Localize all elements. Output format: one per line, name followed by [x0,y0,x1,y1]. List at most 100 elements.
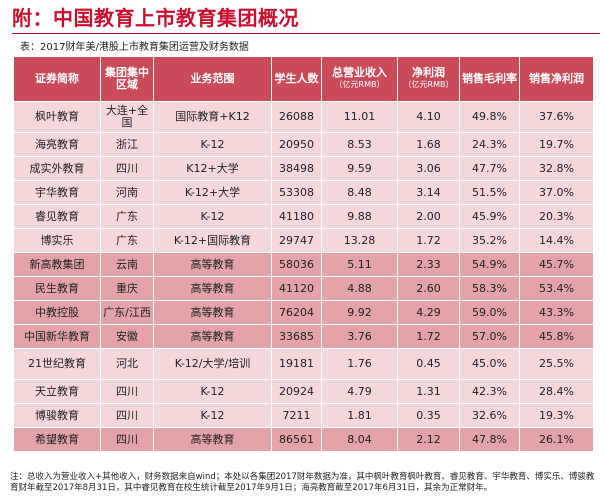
cell-profit: 2.60 [397,276,460,301]
header-name: 证券简称 [13,56,101,102]
cell-revenue: 5.11 [321,252,398,277]
cell-scope: K-12/大学/培训 [153,348,272,380]
cell-students: 58036 [271,252,322,277]
cell-net-margin: 26.1% [519,427,594,452]
cell-scope: K12+大学 [153,156,272,181]
cell-scope: 高等教育 [153,324,272,349]
cell-gross-margin: 42.3% [459,379,520,404]
cell-net-margin: 19.3% [519,403,594,428]
table-row: 博骏教育 四川 K-12 7211 1.81 0.35 32.6% 19.3% [13,403,594,428]
cell-net-margin: 45.8% [519,324,594,349]
cell-profit: 0.45 [397,348,460,380]
header-region: 集团集中区域 [100,56,154,102]
cell-net-margin: 43.3% [519,300,594,325]
cell-scope: 高等教育 [153,252,272,277]
cell-region: 浙江 [100,132,154,157]
cell-name: 新高教集团 [13,252,101,277]
table-row: 枫叶教育 大连+全国 国际教育+K12 26088 11.01 4.10 49.… [13,101,594,133]
cell-net-margin: 45.7% [519,252,594,277]
cell-name: 博实乐 [13,228,101,253]
cell-revenue: 9.92 [321,300,398,325]
cell-gross-margin: 45.9% [459,204,520,229]
table-row: 中国新华教育 安徽 高等教育 33685 3.76 1.72 57.0% 45.… [13,324,594,349]
cell-profit: 4.29 [397,300,460,325]
cell-revenue: 1.81 [321,403,398,428]
cell-revenue: 13.28 [321,228,398,253]
cell-gross-margin: 47.7% [459,156,520,181]
cell-name: 21世纪教育 [13,348,101,380]
cell-revenue: 3.76 [321,324,398,349]
cell-gross-margin: 49.8% [459,101,520,133]
header-revenue-label: 总营业收入 [332,66,387,79]
cell-region: 广东 [100,228,154,253]
cell-net-margin: 37.0% [519,180,594,205]
cell-profit: 4.10 [397,101,460,133]
table-row: 21世纪教育 河北 K-12/大学/培训 19181 1.76 0.45 45.… [13,348,594,380]
cell-region: 四川 [100,427,154,452]
cell-students: 20924 [271,379,322,404]
cell-name: 宇华教育 [13,180,101,205]
cell-scope: 国际教育+K12 [153,101,272,133]
table-row: 中教控股 广东/江西 高等教育 76204 9.92 4.29 59.0% 43… [13,300,594,325]
cell-gross-margin: 35.2% [459,228,520,253]
cell-region: 广东 [100,204,154,229]
cell-profit: 1.72 [397,324,460,349]
cell-name: 成实外教育 [13,156,101,181]
table-row: 天立教育 四川 K-12 20924 4.79 1.31 42.3% 28.4% [13,379,594,404]
cell-region: 河南 [100,180,154,205]
table-row: 成实外教育 四川 K12+大学 38498 9.59 3.06 47.7% 32… [13,156,594,181]
cell-name: 民生教育 [13,276,101,301]
cell-students: 76204 [271,300,322,325]
cell-revenue: 8.04 [321,427,398,452]
cell-net-margin: 28.4% [519,379,594,404]
cell-gross-margin: 45.0% [459,348,520,380]
cell-net-margin: 32.8% [519,156,594,181]
header-net-margin: 销售净利润 [519,56,594,102]
cell-gross-margin: 58.3% [459,276,520,301]
cell-name: 海亮教育 [13,132,101,157]
cell-students: 41180 [271,204,322,229]
cell-profit: 2.00 [397,204,460,229]
cell-region: 广东/江西 [100,300,154,325]
cell-students: 26088 [271,101,322,133]
cell-profit: 1.68 [397,132,460,157]
cell-students: 86561 [271,427,322,452]
cell-revenue: 9.88 [321,204,398,229]
cell-name: 希望教育 [13,427,101,452]
cell-students: 19181 [271,348,322,380]
header-revenue: 总营业收入 （亿元RMB） [321,56,398,102]
table-row: 新高教集团 云南 高等教育 58036 5.11 2.33 54.9% 45.7… [13,252,594,277]
title-divider [12,33,600,34]
table-row: 海亮教育 浙江 K-12 20950 8.53 1.68 24.3% 19.7% [13,132,594,157]
cell-gross-margin: 24.3% [459,132,520,157]
cell-name: 博骏教育 [13,403,101,428]
footnote: 注：总收入为营业收入+其他收入，财务数据来自wind；本处以各集团2017财年数… [10,472,595,493]
header-gross-margin: 销售毛利率 [459,56,520,102]
cell-students: 33685 [271,324,322,349]
cell-students: 7211 [271,403,322,428]
cell-revenue: 8.48 [321,180,398,205]
cell-region: 大连+全国 [100,101,154,133]
cell-scope: 高等教育 [153,276,272,301]
title-section: 附：中国教育上市教育集团概况 [0,0,605,36]
cell-students: 29747 [271,228,322,253]
cell-gross-margin: 51.5% [459,180,520,205]
cell-profit: 1.31 [397,379,460,404]
cell-net-margin: 20.3% [519,204,594,229]
cell-students: 38498 [271,156,322,181]
cell-name: 天立教育 [13,379,101,404]
cell-gross-margin: 32.6% [459,403,520,428]
table-header-row: 证券简称 集团集中区域 业务范围 学生人数 总营业收入 （亿元RMB） 净利润 … [13,56,594,102]
cell-revenue: 4.88 [321,276,398,301]
header-revenue-unit: （亿元RMB） [334,80,385,89]
table-caption: 表：2017财年美/港股上市教育集团运营及财务数据 [20,42,249,53]
cell-net-margin: 25.5% [519,348,594,380]
cell-region: 安徽 [100,324,154,349]
cell-gross-margin: 59.0% [459,300,520,325]
cell-profit: 2.12 [397,427,460,452]
header-students: 学生人数 [271,56,322,102]
cell-scope: K-12 [153,204,272,229]
table-row: 宇华教育 河南 K-12+大学 53308 8.48 3.14 51.5% 37… [13,180,594,205]
cell-name: 中教控股 [13,300,101,325]
cell-scope: 高等教育 [153,427,272,452]
